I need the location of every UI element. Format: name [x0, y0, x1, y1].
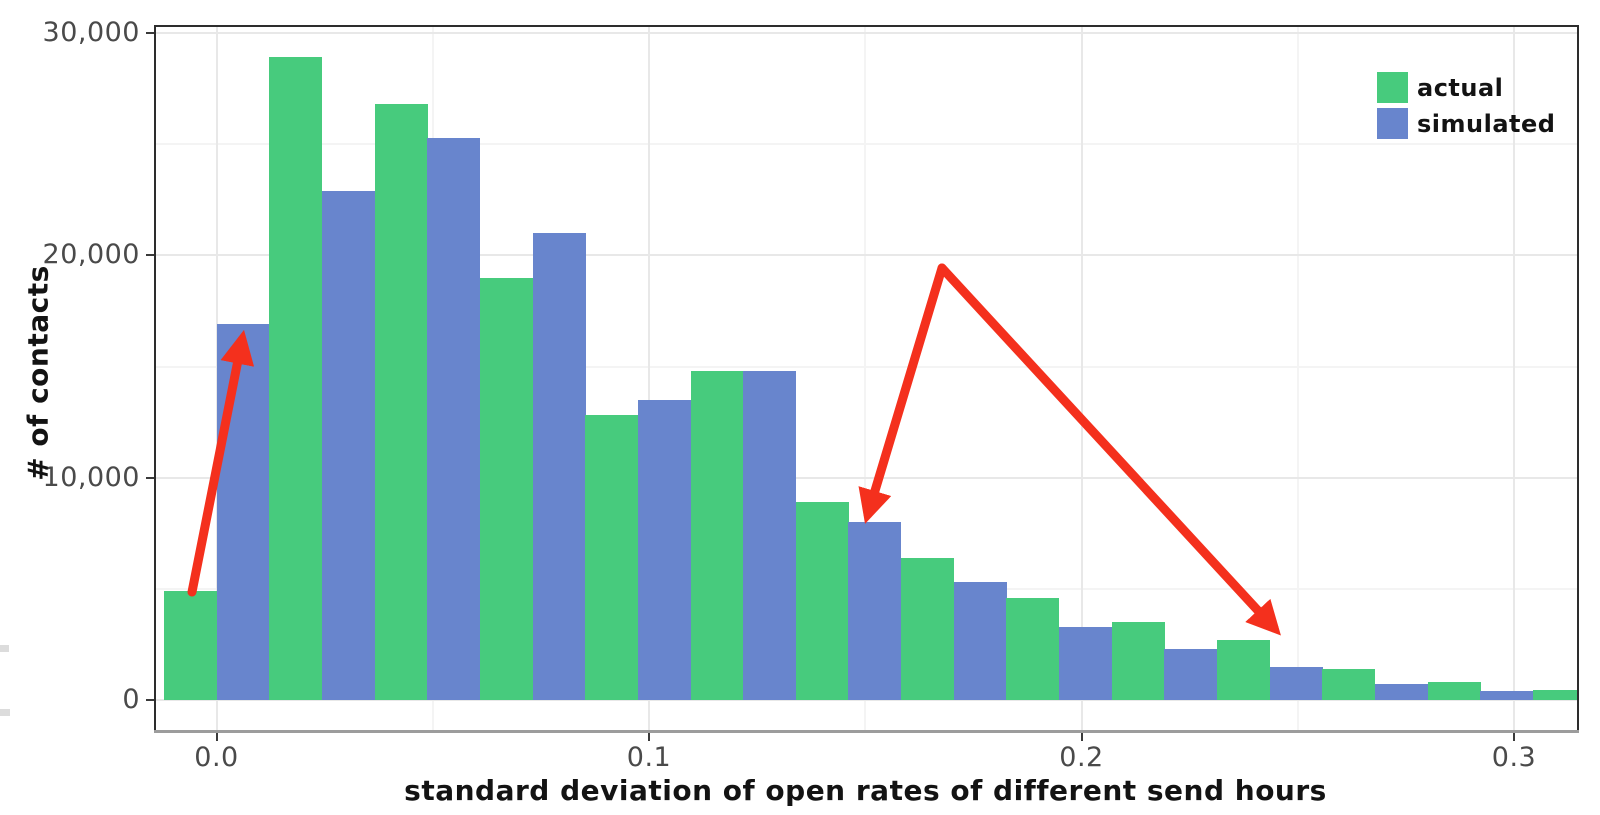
legend-label-simulated: simulated [1417, 109, 1556, 138]
y-tick-mark-3 [146, 32, 154, 34]
y-tick-label-3: 30,000 [42, 17, 140, 48]
bar-simulated-bin-0 [216, 324, 270, 700]
x-axis-title: standard deviation of open rates of diff… [404, 774, 1327, 807]
bar-simulated-bin-10 [1269, 666, 1323, 700]
bar-actual-bin-12 [1427, 682, 1481, 700]
x-tick-label-2: 0.2 [1059, 742, 1104, 773]
cropped-text-artifact-2 [0, 709, 10, 716]
cropped-text-artifact-1 [0, 645, 9, 652]
bar-actual-bin-0 [164, 591, 218, 700]
y-tick-label-0: 0 [122, 684, 140, 715]
y-tick-label-2: 20,000 [42, 239, 140, 271]
y-tick-mark-1 [146, 476, 154, 479]
bar-actual-bin-9 [1111, 622, 1165, 700]
bar-simulated-bin-7 [953, 582, 1007, 700]
bar-simulated-bin-9 [1164, 648, 1218, 700]
y-major-gridline-3 [154, 32, 1577, 34]
x-tick-label-3: 0.3 [1491, 742, 1537, 773]
x-tick-label-0: 0.0 [194, 742, 239, 773]
y-major-gridline-2 [154, 254, 1577, 257]
x-tick-mark-0 [215, 733, 218, 741]
x-tick-mark-2 [1080, 733, 1083, 741]
y-major-gridline-0 [154, 699, 1577, 701]
legend-row-simulated: simulated [1377, 108, 1555, 139]
bar-simulated-bin-2 [427, 137, 481, 700]
bar-actual-bin-2 [374, 104, 428, 700]
legend-swatch-simulated-icon [1377, 108, 1408, 139]
x-tick-mark-1 [648, 733, 650, 741]
bar-simulated-bin-1 [321, 190, 375, 700]
bar-actual-bin-5 [690, 370, 744, 700]
bar-simulated-bin-3 [532, 233, 586, 700]
bar-simulated-bin-11 [1374, 684, 1428, 700]
legend-swatch-actual-icon [1377, 72, 1408, 103]
x-tick-mark-3 [1513, 733, 1515, 741]
bar-actual-bin-3 [479, 277, 533, 700]
y-tick-mark-2 [146, 254, 154, 257]
bar-actual-bin-6 [795, 502, 849, 700]
y-axis-title: # of contacts [21, 265, 55, 481]
plot-panel [154, 25, 1577, 730]
bar-actual-bin-10 [1217, 639, 1271, 700]
bar-actual-bin-8 [1006, 597, 1060, 700]
bar-actual-bin-13 [1532, 689, 1577, 700]
bar-simulated-bin-5 [743, 370, 797, 700]
x-tick-label-1: 0.1 [626, 742, 672, 773]
bar-simulated-bin-4 [637, 399, 691, 700]
y-tick-mark-0 [146, 699, 154, 701]
y-tick-label-1: 10,000 [42, 461, 140, 493]
bar-actual-bin-1 [269, 57, 323, 700]
bar-actual-bin-11 [1322, 668, 1376, 700]
bar-simulated-bin-12 [1480, 691, 1534, 700]
panel-border-right [1577, 25, 1579, 732]
bar-actual-bin-7 [901, 557, 955, 700]
panel-border-bottom [154, 730, 1579, 733]
bar-actual-bin-4 [585, 415, 639, 700]
legend-row-actual: actual [1377, 72, 1555, 103]
x-major-gridline-1 [648, 25, 650, 730]
bar-simulated-bin-6 [848, 522, 902, 700]
x-major-gridline-3 [1513, 25, 1515, 730]
legend: actual simulated [1377, 72, 1555, 144]
bar-simulated-bin-8 [1059, 626, 1113, 700]
legend-label-actual: actual [1417, 73, 1504, 102]
x-minor-gridline-2 [1296, 25, 1299, 730]
x-major-gridline-2 [1080, 25, 1083, 730]
